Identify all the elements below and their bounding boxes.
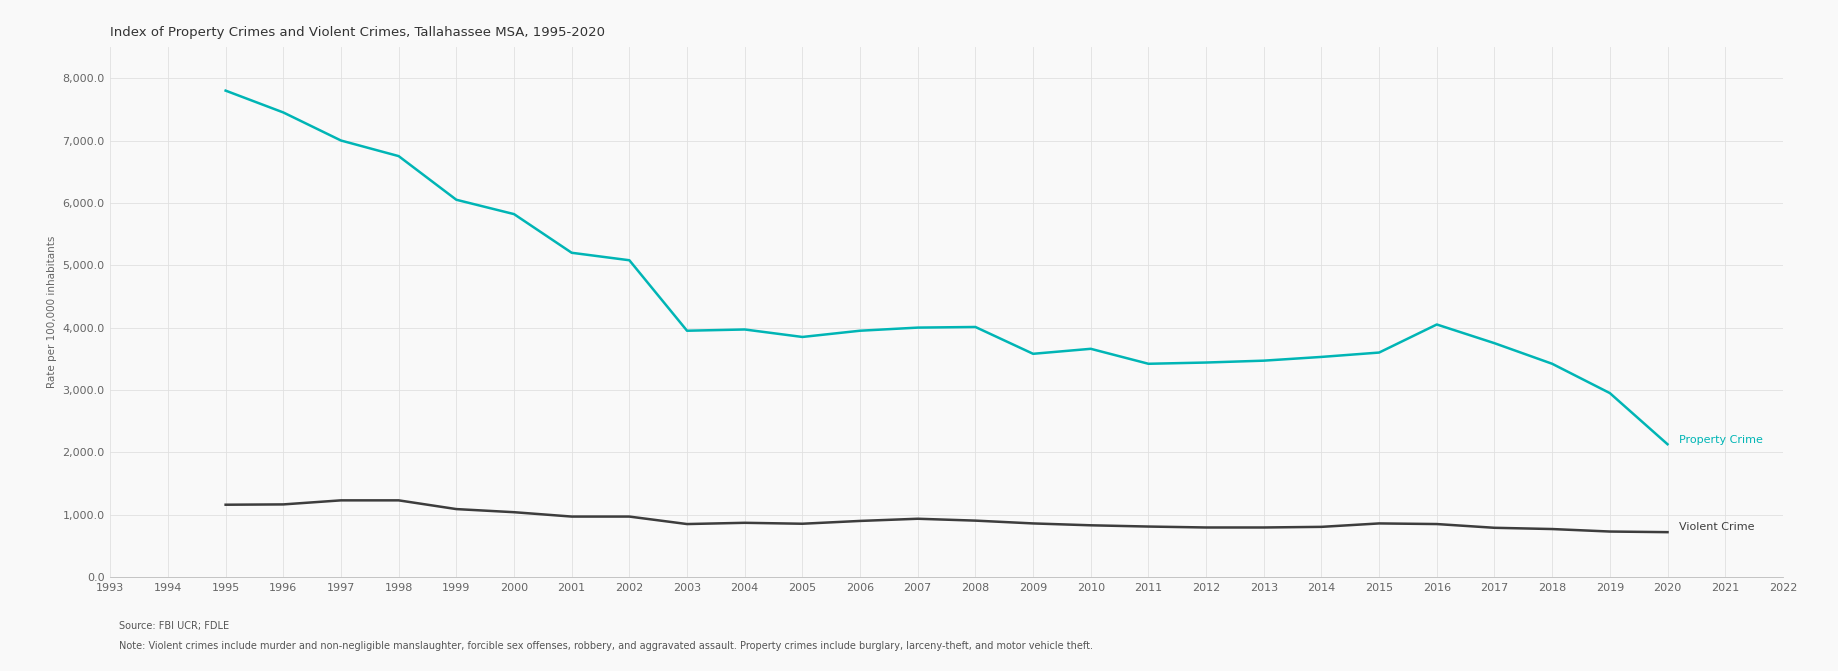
Y-axis label: Rate per 100,000 inhabitants: Rate per 100,000 inhabitants — [48, 236, 57, 389]
Text: Property Crime: Property Crime — [1680, 435, 1763, 445]
Text: Note: Violent crimes include murder and non-negligible manslaughter, forcible se: Note: Violent crimes include murder and … — [119, 641, 1094, 651]
Text: Source: FBI UCR; FDLE: Source: FBI UCR; FDLE — [119, 621, 230, 631]
Text: Violent Crime: Violent Crime — [1680, 522, 1755, 532]
Text: Index of Property Crimes and Violent Crimes, Tallahassee MSA, 1995-2020: Index of Property Crimes and Violent Cri… — [110, 26, 605, 39]
